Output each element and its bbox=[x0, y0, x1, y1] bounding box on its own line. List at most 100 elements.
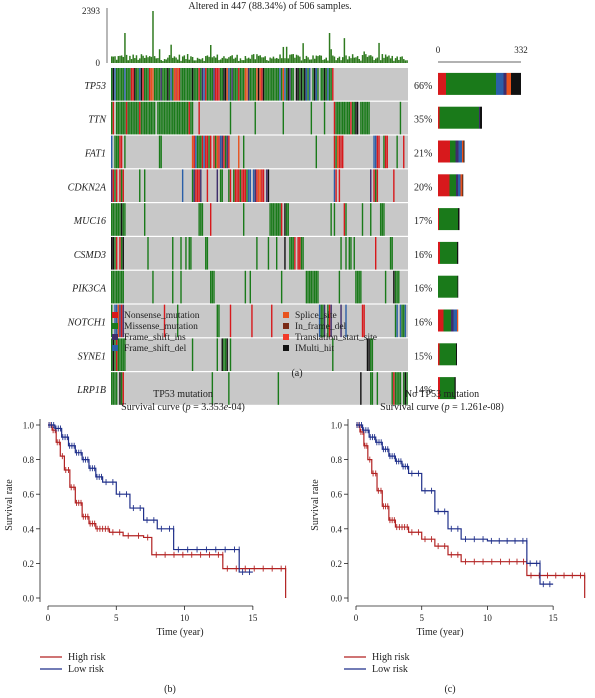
legend-swatch bbox=[283, 312, 289, 318]
mutation-cell bbox=[276, 237, 278, 270]
tmb-bar bbox=[401, 56, 403, 63]
legend-swatch bbox=[112, 334, 118, 340]
mutation-cell bbox=[117, 203, 120, 236]
tmb-bar bbox=[328, 33, 331, 63]
mutation-cell bbox=[394, 372, 397, 405]
panel-c-title-line2: Survival curve (p = 1.261e-08) bbox=[380, 402, 504, 413]
mutation-cell bbox=[350, 101, 352, 135]
mutation-cell bbox=[398, 270, 400, 304]
mutation-cell bbox=[170, 68, 172, 101]
gene-label: TP53 bbox=[84, 81, 106, 92]
mutation-cell bbox=[203, 135, 205, 169]
mutation-cell bbox=[251, 68, 253, 101]
mutation-cell bbox=[228, 68, 230, 101]
tmb-bar bbox=[398, 59, 400, 63]
mutation-cell bbox=[183, 101, 186, 135]
tmb-bar bbox=[257, 55, 260, 63]
mutation-cell bbox=[175, 68, 177, 101]
x-tick-label: 5 bbox=[419, 613, 424, 623]
mutation-cell bbox=[239, 68, 242, 101]
mutation-cell bbox=[284, 203, 286, 236]
low-risk-curve bbox=[356, 424, 554, 585]
mutation-cell bbox=[403, 304, 405, 338]
mutation-cell bbox=[142, 68, 144, 101]
mutation-cell bbox=[338, 169, 341, 202]
tmb-bar bbox=[373, 60, 375, 63]
mutation-cell bbox=[241, 68, 243, 101]
mutation-cell bbox=[360, 372, 362, 405]
panel-b-title-line1: TP53 mutation bbox=[153, 389, 213, 400]
mutation-cell bbox=[399, 304, 402, 338]
mutation-cell bbox=[300, 68, 303, 101]
mutation-cell bbox=[391, 372, 393, 405]
mutation-cell bbox=[115, 68, 118, 101]
mutation-cell bbox=[211, 68, 214, 101]
mutation-cell bbox=[290, 68, 293, 101]
tmb-bar bbox=[234, 57, 237, 63]
y-tick-label: 0.8 bbox=[331, 455, 343, 465]
mutation-cell bbox=[340, 304, 342, 338]
mutation-cell bbox=[112, 372, 115, 405]
mutation-cell bbox=[323, 304, 326, 338]
mutation-cell bbox=[214, 135, 217, 169]
mutation-cell bbox=[234, 169, 237, 202]
mutation-cell bbox=[147, 237, 149, 270]
mutation-cell bbox=[210, 270, 212, 304]
tmb-bar bbox=[284, 58, 286, 63]
tmb-bar bbox=[295, 54, 298, 63]
tmb-bar bbox=[226, 58, 228, 63]
mutation-cell bbox=[313, 68, 316, 101]
tmb-bar bbox=[355, 57, 357, 63]
mutation-cell bbox=[198, 135, 200, 169]
tmb-bar bbox=[183, 55, 186, 63]
mutation-cell bbox=[271, 304, 273, 338]
tmb-bar bbox=[307, 57, 309, 63]
mutation-cell bbox=[210, 135, 212, 169]
mutation-cell bbox=[191, 169, 194, 202]
tmb-bar bbox=[271, 58, 273, 63]
mutation-cell bbox=[144, 101, 146, 135]
mutation-cell bbox=[119, 101, 121, 135]
high-risk-curve bbox=[356, 424, 586, 598]
tmb-bar bbox=[239, 58, 242, 63]
tmb-bar bbox=[224, 58, 227, 63]
tmb-bar bbox=[254, 59, 257, 63]
mutation-cell bbox=[135, 101, 138, 135]
mutation-cell bbox=[144, 169, 146, 202]
tmb-bar bbox=[322, 59, 324, 63]
count-bar-segment bbox=[439, 106, 479, 129]
mutation-cell bbox=[280, 203, 283, 236]
mutation-cell bbox=[360, 270, 362, 304]
mutation-cell bbox=[198, 68, 200, 101]
mutation-cell bbox=[345, 101, 347, 135]
mutation-cell bbox=[378, 135, 380, 169]
tmb-bar bbox=[175, 57, 177, 63]
count-bar-segment bbox=[438, 140, 450, 163]
tmb-bar bbox=[231, 55, 233, 63]
mutation-cell bbox=[223, 68, 225, 101]
tmb-bar bbox=[181, 56, 184, 63]
mutation-cell bbox=[180, 68, 182, 101]
mutation-cell bbox=[120, 203, 123, 236]
count-bar-segment bbox=[446, 72, 496, 95]
mutation-cell bbox=[132, 68, 134, 101]
mutation-cell bbox=[274, 68, 276, 101]
percent-label: 35% bbox=[414, 115, 432, 126]
tmb-bar bbox=[139, 58, 141, 63]
mutation-cell bbox=[234, 68, 237, 101]
count-bar-segment bbox=[457, 275, 459, 298]
mutation-cell bbox=[330, 203, 332, 236]
oncoprint-header: Altered in 447 (88.34%) of 506 samples. bbox=[188, 1, 351, 12]
panel-b-caption: (b) bbox=[164, 684, 176, 695]
mutation-cell bbox=[165, 101, 167, 135]
mutation-cell bbox=[279, 203, 281, 236]
mutation-cell bbox=[370, 338, 372, 371]
mutation-cell bbox=[292, 68, 294, 101]
tmb-bar bbox=[381, 54, 384, 63]
tmb-axis-min-label: 0 bbox=[96, 58, 101, 68]
tmb-bar bbox=[320, 55, 323, 63]
mutation-cell bbox=[228, 372, 230, 405]
legend-label: Low risk bbox=[68, 664, 104, 675]
mutation-cell bbox=[310, 270, 313, 304]
mutation-cell bbox=[285, 203, 288, 236]
